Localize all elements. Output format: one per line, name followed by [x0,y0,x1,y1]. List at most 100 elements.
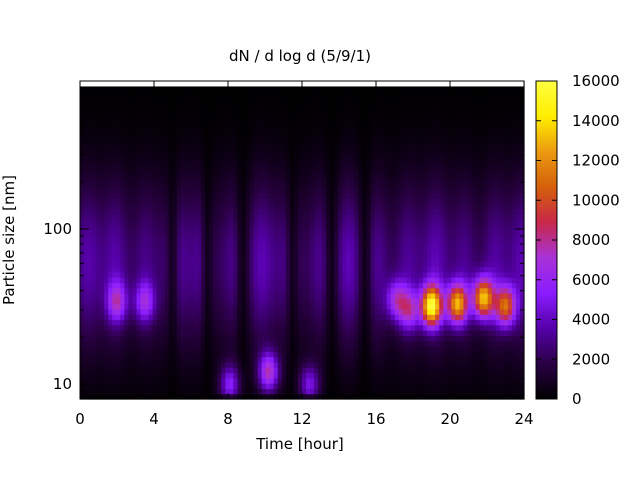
heatmap-cell [116,224,121,230]
heatmap-cell [120,234,125,241]
heatmap-cell [285,308,291,315]
heatmap-cell [281,287,287,294]
heatmap-cell [378,340,384,347]
heatmap-cell [160,176,166,183]
heatmap-cell [415,388,420,395]
heatmap-cell [289,298,295,305]
heatmap-cell [382,271,388,278]
heatmap-cell [378,319,384,326]
heatmap-cell [366,197,372,204]
heatmap-cell [116,340,121,347]
heatmap-cell [144,287,150,294]
heatmap-cell [342,346,347,352]
heatmap-cell [213,240,218,246]
heatmap-cell [370,139,376,146]
heatmap-cell [269,91,275,98]
heatmap-cell [346,144,352,151]
heatmap-cell [378,134,384,140]
heatmap-cell [249,282,255,289]
heatmap-cell [184,149,190,156]
heatmap-cell [116,197,121,204]
heatmap-cell [314,351,319,358]
heatmap-cell [362,319,368,326]
heatmap-cell [164,160,170,167]
heatmap-cell [249,340,255,347]
heatmap-cell [350,293,356,299]
heatmap-cell [124,160,130,167]
heatmap-cell [172,149,178,156]
heatmap-cell [188,144,194,151]
heatmap-cell [209,330,214,336]
heatmap-cell [144,139,150,146]
heatmap-cell [346,282,352,289]
heatmap-cell [160,356,166,363]
heatmap-cell [100,330,105,336]
heatmap-cell [116,277,121,283]
heatmap-cell [120,107,125,114]
heatmap-cell [318,229,323,236]
heatmap-cell [108,383,113,389]
heatmap-cell [322,361,327,368]
heatmap-cell [293,346,299,352]
heatmap-cell [176,192,182,199]
heatmap-cell [112,234,117,241]
heatmap-cell [108,192,113,199]
heatmap-cell [277,351,283,358]
heatmap-cell [160,171,166,177]
heatmap-cell [132,96,138,103]
heatmap-cell [100,176,105,183]
heatmap-cell [257,324,263,331]
heatmap-cell [132,335,138,342]
heatmap-cell [148,149,154,156]
heatmap-cell [281,144,287,151]
heatmap-cell [241,197,247,204]
heatmap-cell [172,261,178,268]
heatmap-cell [249,213,255,220]
heatmap-cell [180,112,186,119]
heatmap-cell [306,155,311,162]
heatmap-cell [193,128,198,135]
heatmap-cell [354,255,360,262]
heatmap-cell [213,308,218,315]
heatmap-cell [132,224,138,230]
heatmap-cell [386,266,392,273]
heatmap-cell [273,245,279,252]
heatmap-cell [217,383,222,389]
heatmap-cell [285,181,291,188]
heatmap-cell [406,229,412,236]
heatmap-cell [112,340,117,347]
heatmap-cell [100,383,105,389]
heatmap-cell [415,335,420,342]
heatmap-cell [289,229,295,236]
heatmap-cell [257,330,263,336]
heatmap-cell [116,393,121,400]
heatmap-cell [257,149,263,156]
heatmap-cell [281,218,287,225]
heatmap-cell [172,277,178,283]
heatmap-cell [265,271,271,278]
heatmap-cell [197,266,202,273]
heatmap-cell [152,155,158,162]
heatmap-cell [310,293,315,299]
heatmap-cell [362,213,368,220]
heatmap-cell [394,372,400,379]
heatmap-cell [281,324,287,331]
heatmap-cell [398,367,404,374]
heatmap-cell [241,393,247,400]
heatmap-cell [394,102,400,109]
heatmap-cell [273,202,279,209]
heatmap-cell [406,303,412,310]
heatmap-cell [406,277,412,283]
heatmap-cell [176,287,182,294]
heatmap-cell [168,271,174,278]
heatmap-cell [168,176,174,183]
heatmap-cell [140,192,146,199]
heatmap-cell [386,383,392,389]
heatmap-cell [261,149,267,156]
heatmap-cell [168,361,174,368]
heatmap-cell [241,96,247,103]
heatmap-cell [156,245,162,252]
heatmap-cell [338,319,343,326]
heatmap-cell [334,208,339,215]
heatmap-cell [354,372,360,379]
